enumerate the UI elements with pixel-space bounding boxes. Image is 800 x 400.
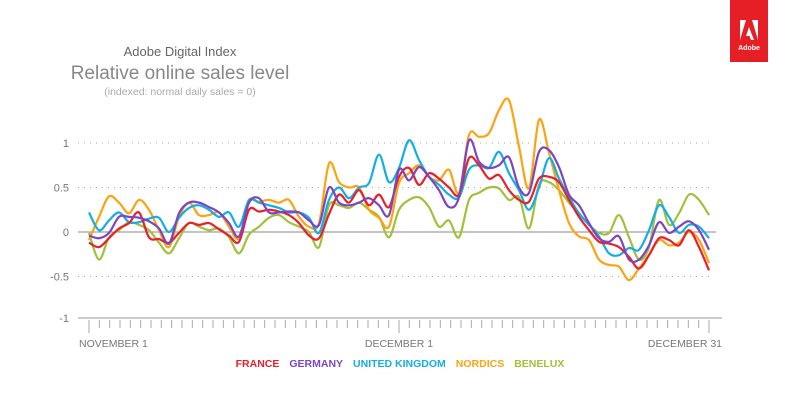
series-line-nordics	[87, 97, 711, 282]
y-tick-label: 0	[63, 227, 69, 239]
adobe-a-icon	[740, 20, 758, 40]
y-tick-label: 1	[63, 138, 69, 150]
x-tick-label: NOVEMBER 1	[79, 338, 148, 350]
y-tick-label: -1	[59, 313, 69, 325]
y-tick-label: 0.5	[54, 183, 69, 195]
chart-subtitle: (indexed: normal daily sales = 0)	[104, 86, 256, 98]
logo-text: Adobe	[738, 45, 760, 52]
x-tick-label: DECEMBER 1	[365, 338, 433, 350]
legend-item-benelux: BENELUX	[514, 358, 565, 370]
series-line-benelux	[87, 179, 710, 262]
y-tick-label: -0.5	[50, 272, 69, 284]
legend-item-united-kingdom: UNITED KINGDOM	[353, 358, 446, 370]
series-line-germany	[88, 138, 710, 264]
legend: FRANCE GERMANY UNITED KINGDOM NORDICS BENELU…	[0, 358, 800, 370]
series-line-france	[88, 155, 711, 271]
brand-title: Adobe Digital Index	[123, 44, 237, 59]
legend-item-nordics: NORDICS	[455, 358, 505, 370]
legend-item-france: FRANCE	[235, 358, 280, 370]
series-line-united-kingdom	[88, 139, 710, 257]
chart-title: Relative online sales level	[70, 63, 290, 84]
x-tick-label: DECEMBER 31	[648, 338, 722, 350]
adobe-logo: Adobe	[730, 0, 768, 62]
legend-item-germany: GERMANY	[289, 358, 344, 370]
